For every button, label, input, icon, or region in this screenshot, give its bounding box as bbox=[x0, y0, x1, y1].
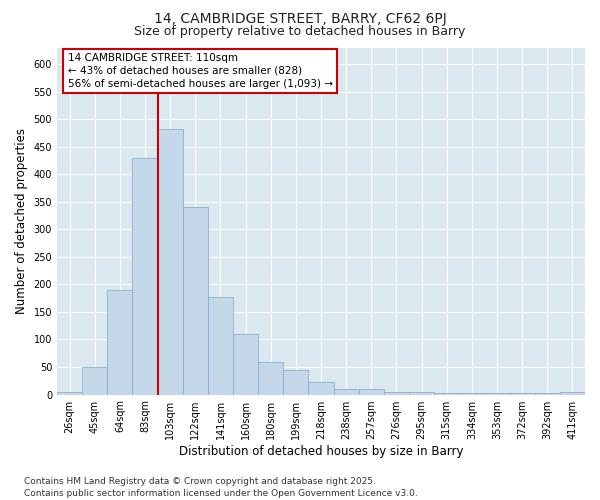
Bar bbox=[384, 392, 409, 394]
Bar bbox=[158, 129, 183, 394]
Bar bbox=[133, 158, 158, 394]
Bar bbox=[409, 392, 434, 394]
Bar bbox=[334, 389, 359, 394]
X-axis label: Distribution of detached houses by size in Barry: Distribution of detached houses by size … bbox=[179, 444, 463, 458]
Y-axis label: Number of detached properties: Number of detached properties bbox=[15, 128, 28, 314]
Text: Contains HM Land Registry data © Crown copyright and database right 2025.
Contai: Contains HM Land Registry data © Crown c… bbox=[24, 476, 418, 498]
Bar bbox=[283, 370, 308, 394]
Bar bbox=[183, 208, 208, 394]
Bar bbox=[434, 393, 459, 394]
Text: 14 CAMBRIDGE STREET: 110sqm
← 43% of detached houses are smaller (828)
56% of se: 14 CAMBRIDGE STREET: 110sqm ← 43% of det… bbox=[68, 52, 332, 89]
Bar bbox=[208, 296, 233, 394]
Bar bbox=[258, 362, 283, 394]
Bar bbox=[560, 392, 585, 394]
Bar bbox=[308, 382, 334, 394]
Bar bbox=[57, 392, 82, 394]
Bar bbox=[82, 367, 107, 394]
Text: 14, CAMBRIDGE STREET, BARRY, CF62 6PJ: 14, CAMBRIDGE STREET, BARRY, CF62 6PJ bbox=[154, 12, 446, 26]
Bar bbox=[233, 334, 258, 394]
Bar bbox=[107, 290, 133, 395]
Text: Size of property relative to detached houses in Barry: Size of property relative to detached ho… bbox=[134, 25, 466, 38]
Bar bbox=[359, 389, 384, 394]
